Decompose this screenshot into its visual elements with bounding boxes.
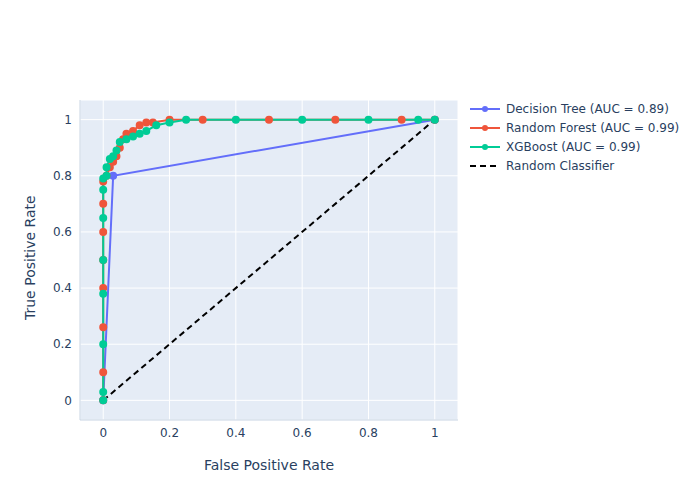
svg-text:Decision Tree (AUC = 0.89): Decision Tree (AUC = 0.89): [506, 102, 669, 116]
svg-text:0.2: 0.2: [160, 426, 179, 440]
svg-text:0.4: 0.4: [226, 426, 245, 440]
svg-text:Random Classifier: Random Classifier: [506, 159, 614, 173]
svg-text:False Positive Rate: False Positive Rate: [204, 457, 334, 473]
svg-text:0.6: 0.6: [293, 426, 312, 440]
svg-text:0.8: 0.8: [53, 169, 72, 183]
svg-text:XGBoost (AUC = 0.99): XGBoost (AUC = 0.99): [506, 140, 640, 154]
svg-text:True Positive Rate: True Positive Rate: [22, 195, 38, 321]
svg-text:0.6: 0.6: [53, 225, 72, 239]
svg-text:0.4: 0.4: [53, 281, 72, 295]
svg-text:1: 1: [431, 426, 439, 440]
svg-text:Random Forest (AUC = 0.99): Random Forest (AUC = 0.99): [506, 121, 679, 135]
svg-text:0.8: 0.8: [359, 426, 378, 440]
svg-text:0: 0: [99, 426, 107, 440]
svg-text:0.2: 0.2: [53, 337, 72, 351]
svg-text:0: 0: [64, 394, 72, 408]
svg-text:1: 1: [64, 113, 72, 127]
